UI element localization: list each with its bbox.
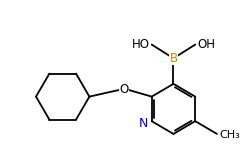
Text: N: N bbox=[138, 117, 148, 130]
Text: OH: OH bbox=[197, 38, 215, 51]
Text: O: O bbox=[119, 83, 129, 96]
Text: CH₃: CH₃ bbox=[219, 130, 240, 140]
Text: HO: HO bbox=[132, 38, 150, 51]
Text: B: B bbox=[169, 52, 178, 65]
